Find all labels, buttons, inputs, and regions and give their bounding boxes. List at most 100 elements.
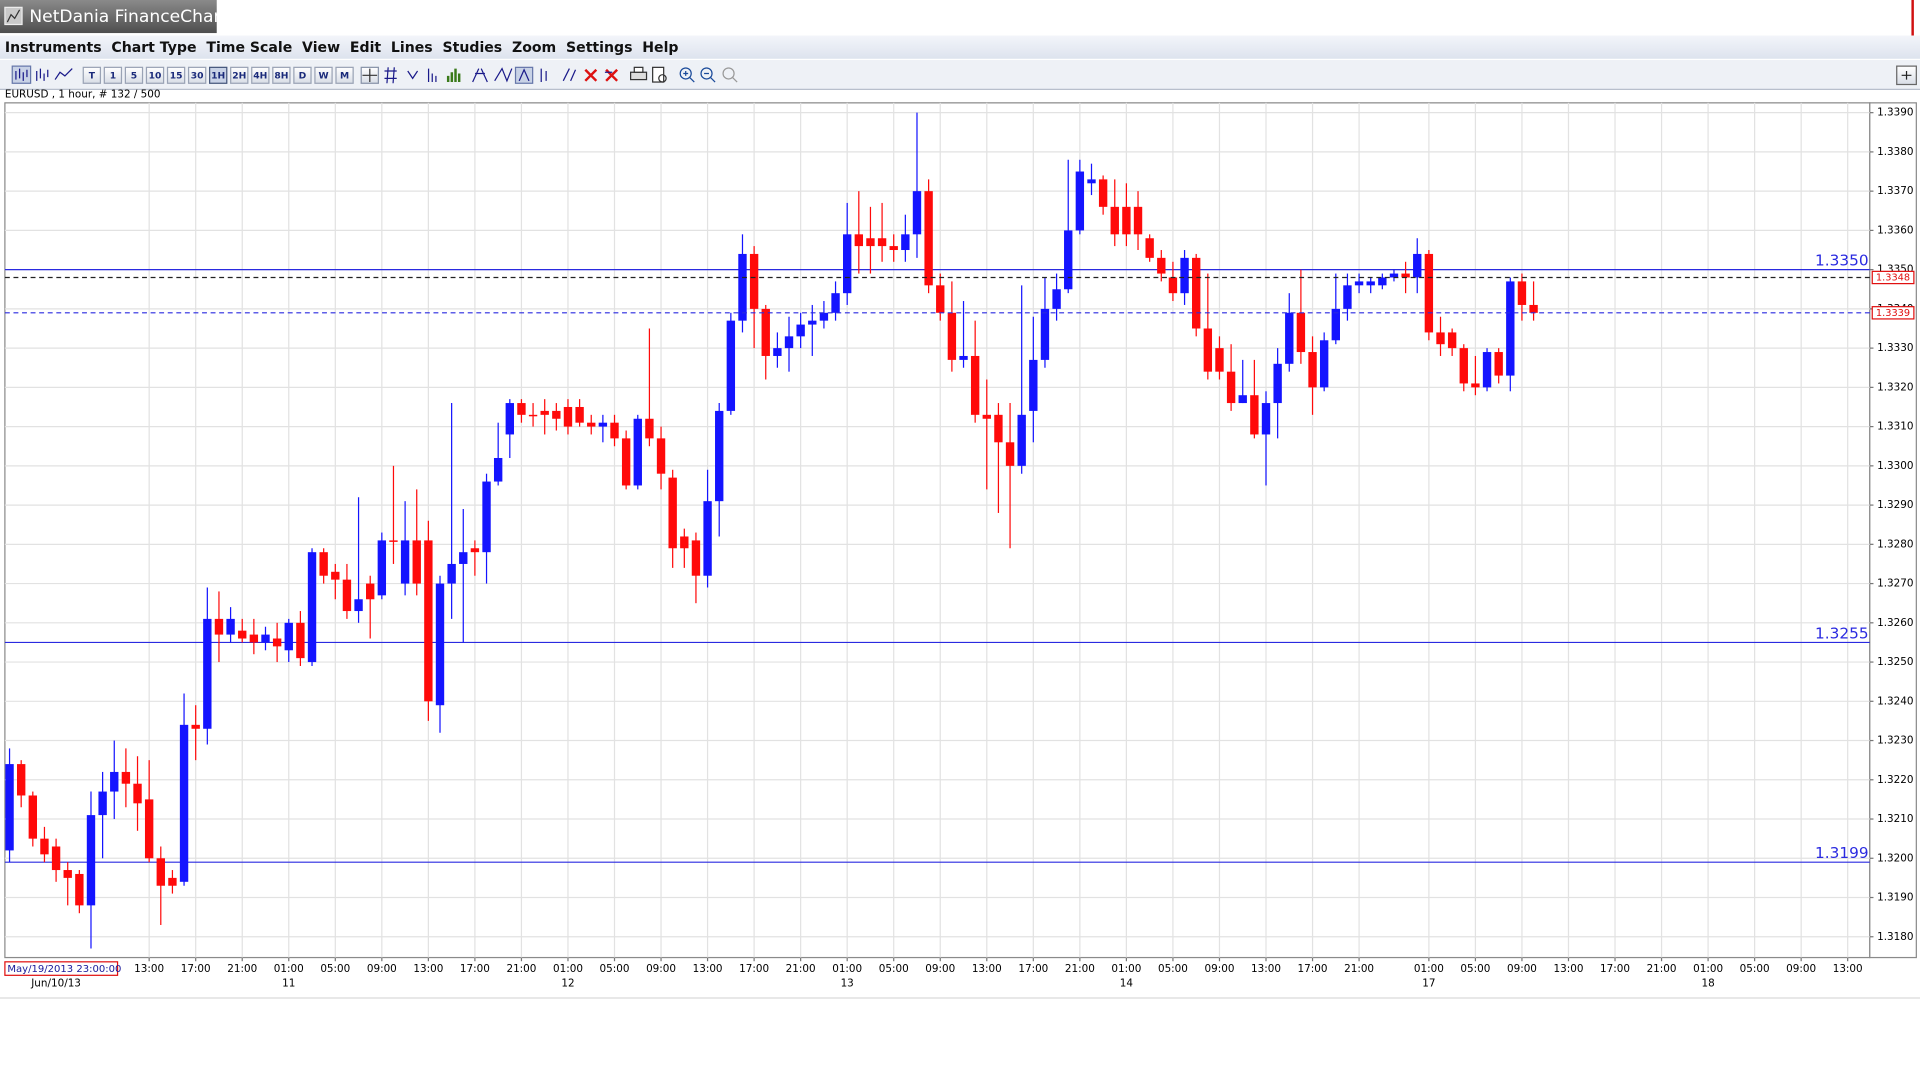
candle-body xyxy=(1413,253,1422,278)
candle-body xyxy=(86,815,96,906)
chart-bars-button[interactable] xyxy=(36,68,49,81)
x-tick-label: 21:00 xyxy=(786,963,816,975)
trendline-button[interactable] xyxy=(472,68,488,83)
timeframe-label: 4H xyxy=(253,70,267,81)
zoom-reset-button[interactable] xyxy=(722,67,738,83)
title-tab xyxy=(0,0,217,34)
candle-body xyxy=(877,238,887,247)
timeframe-label: 2H xyxy=(232,70,246,81)
candle-body xyxy=(447,563,456,584)
y-tick-label: 1.3310 xyxy=(1877,421,1913,433)
candle-body xyxy=(540,410,549,415)
timeframe-button[interactable] xyxy=(187,66,207,84)
horizontal-line-label: 1.3199 xyxy=(1815,844,1869,862)
price-marker-label: 1.3348 xyxy=(1876,272,1910,283)
menu-item[interactable]: Instruments xyxy=(5,40,102,56)
timeframe-button[interactable] xyxy=(335,66,354,84)
grid-button[interactable] xyxy=(384,67,397,84)
candle-body xyxy=(528,414,538,417)
candle-body xyxy=(307,552,317,663)
menu-item[interactable]: Help xyxy=(642,40,678,56)
candle-body xyxy=(203,618,212,729)
zoom-out-button[interactable] xyxy=(700,67,716,83)
print-preview-button[interactable] xyxy=(652,66,667,83)
candle-body xyxy=(773,348,782,356)
timeframe-label: 30 xyxy=(191,70,204,81)
candle-body xyxy=(1215,348,1224,372)
candle-body xyxy=(947,312,957,360)
candle-body xyxy=(621,438,631,486)
candle-body xyxy=(1087,179,1096,184)
chart-type-button[interactable] xyxy=(11,65,32,84)
candle-body xyxy=(691,540,701,576)
candle-body xyxy=(889,246,898,251)
timeframe-button[interactable] xyxy=(103,66,123,84)
chart-line-button[interactable] xyxy=(54,68,73,80)
candle-body xyxy=(1017,414,1026,466)
menu-item[interactable]: Edit xyxy=(350,40,382,56)
date-label: 13 xyxy=(841,977,854,989)
x-tick-label: 01:00 xyxy=(1693,963,1723,975)
candle-body xyxy=(1226,371,1236,404)
y-tick-label: 1.3270 xyxy=(1877,578,1913,590)
candle-body xyxy=(110,771,119,792)
candle-body xyxy=(1471,383,1480,388)
menu-item[interactable]: Studies xyxy=(442,40,502,56)
gann-button[interactable] xyxy=(540,68,547,83)
timeframe-button[interactable] xyxy=(272,66,291,84)
timeframe-button[interactable] xyxy=(145,66,165,84)
menu-item[interactable]: View xyxy=(302,40,340,56)
zoom-in-button[interactable] xyxy=(679,67,695,83)
timeframe-button[interactable] xyxy=(82,66,102,84)
timeframe-button[interactable] xyxy=(166,66,186,84)
x-tick-label: 13:00 xyxy=(1833,963,1863,975)
fib-button[interactable] xyxy=(494,67,513,83)
panel-toggle-button[interactable] xyxy=(1896,65,1917,86)
candle-body xyxy=(994,414,1003,443)
timeframe-button[interactable] xyxy=(230,66,249,84)
candle-body xyxy=(1482,352,1492,388)
x-tick-label: 13:00 xyxy=(1251,963,1281,975)
candle-body xyxy=(75,873,84,906)
timeframe-button[interactable] xyxy=(251,66,270,84)
arrow-button[interactable] xyxy=(407,70,419,80)
candle-body xyxy=(63,870,72,878)
histogram-button[interactable] xyxy=(446,68,461,83)
menu-item[interactable]: Chart Type xyxy=(111,40,196,56)
pencil-button[interactable] xyxy=(562,68,577,82)
x-tick-label: 05:00 xyxy=(1460,963,1490,975)
x-tick-label: 17:00 xyxy=(1600,963,1630,975)
toolbar-icons xyxy=(11,65,1917,86)
menu-item[interactable]: Time Scale xyxy=(206,40,292,56)
y-tick-label: 1.3300 xyxy=(1877,460,1913,472)
candle-body xyxy=(1494,352,1503,376)
candle-body xyxy=(1424,253,1434,333)
candle-body xyxy=(319,552,328,576)
candle-body xyxy=(1273,363,1282,404)
candle-body xyxy=(1401,273,1410,278)
y-tick-label: 1.3390 xyxy=(1877,107,1913,119)
timeframe-button[interactable] xyxy=(209,66,228,84)
menu-item[interactable]: Settings xyxy=(566,40,632,56)
candle-body xyxy=(261,634,270,643)
y-tick-label: 1.3260 xyxy=(1877,617,1913,629)
candle-body xyxy=(28,795,38,839)
crosshair-button[interactable] xyxy=(360,66,379,84)
x-tick-label: 21:00 xyxy=(506,963,536,975)
menu-item[interactable]: Zoom xyxy=(512,40,556,56)
timeframe-button[interactable] xyxy=(293,66,312,84)
print-button[interactable] xyxy=(630,66,648,81)
candle-body xyxy=(389,540,398,542)
menu-item[interactable]: Lines xyxy=(391,40,433,56)
candle-body xyxy=(808,320,817,325)
timeframe-button[interactable] xyxy=(314,66,333,84)
timeframe-button[interactable] xyxy=(124,66,144,84)
delete-button[interactable] xyxy=(584,68,598,82)
candle-body xyxy=(610,422,619,439)
window-edge xyxy=(1911,0,1914,37)
candle-body xyxy=(156,858,165,886)
timeframe-label: W xyxy=(318,70,328,81)
y-tick-label: 1.3230 xyxy=(1877,735,1913,747)
volume-button[interactable] xyxy=(427,68,437,83)
